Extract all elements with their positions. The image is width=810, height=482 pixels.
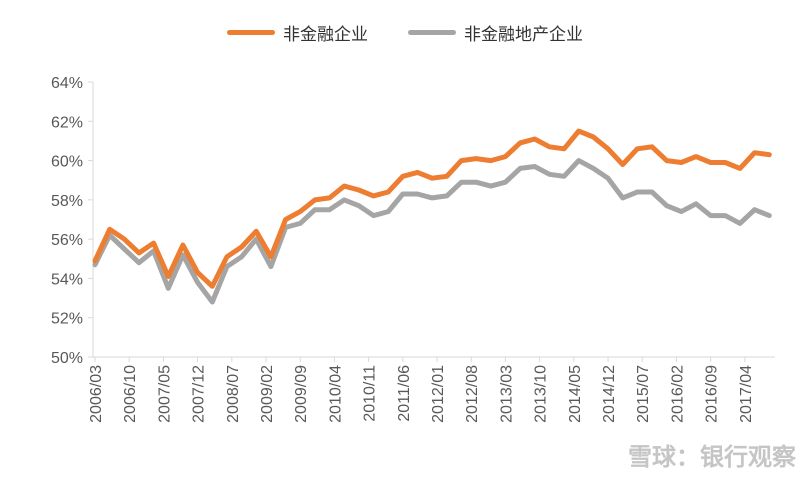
legend-label: 非金融地产企业 [464,25,583,45]
x-tick-label: 2011/06 [396,365,413,422]
y-tick-label: 64% [51,75,83,92]
legend-swatch [227,30,275,35]
x-tick-label: 2008/07 [225,365,242,423]
x-tick-label: 2006/10 [122,365,139,423]
x-tick-label: 2010/11 [362,365,379,422]
x-tick-label: 2012/08 [464,365,481,423]
legend: 非金融企业 非金融地产企业 [0,20,810,45]
legend-item-nonfinancial-realestate: 非金融地产企业 [408,20,583,45]
y-tick-label: 52% [51,311,83,328]
y-tick-label: 50% [51,350,83,367]
y-tick-label: 60% [51,154,83,171]
x-tick-label: 2014/05 [567,365,584,423]
y-tick-label: 58% [51,193,83,210]
y-tick-label: 56% [51,232,83,249]
x-tick-label: 2014/12 [601,365,618,423]
x-tick-label: 2012/01 [430,365,447,423]
y-tick-label: 62% [51,114,83,131]
series-line-1 [92,158,772,305]
legend-label: 非金融企业 [283,25,368,45]
x-tick-label: 2007/05 [156,365,173,423]
x-tick-label: 2007/12 [191,365,208,423]
legend-item-nonfinancial: 非金融企业 [227,20,368,45]
x-tick-label: 2009/09 [293,365,310,423]
y-tick-label: 54% [51,271,83,288]
x-tick-label: 2013/10 [533,365,550,423]
watermark: 雪球：银行观察 [628,443,796,471]
x-tick-label: 2009/02 [259,365,276,423]
x-tick-label: 2015/07 [635,365,652,423]
x-tick-label: 2013/03 [498,365,515,423]
x-tick-label: 2017/04 [738,365,755,423]
legend-swatch [408,30,456,35]
x-tick-label: 2016/02 [669,365,686,423]
x-tick-label: 2016/09 [704,365,721,423]
x-tick-label: 2006/03 [88,365,105,423]
x-tick-label: 2010/04 [327,365,344,423]
